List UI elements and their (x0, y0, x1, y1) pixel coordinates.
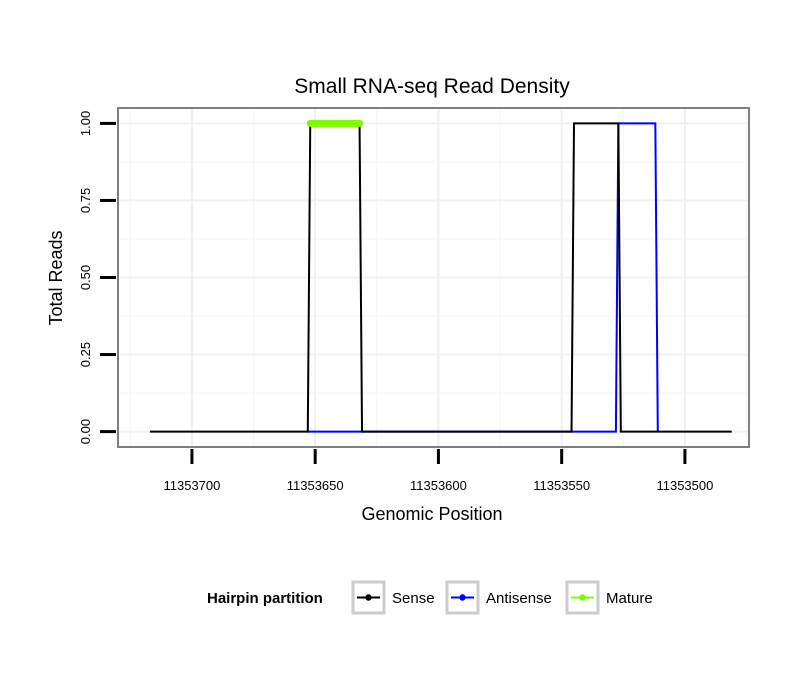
legend-label-mature: Mature (606, 590, 653, 607)
x-tick-label: 11353600 (410, 478, 467, 493)
y-tick-label: 0.75 (78, 188, 93, 213)
legend-title: Hairpin partition (207, 590, 323, 607)
y-tick-label: 1.00 (78, 111, 93, 136)
x-tick-label: 11353550 (533, 478, 590, 493)
x-axis-title: Genomic Position (361, 504, 502, 524)
y-tick-label: 0.25 (78, 342, 93, 367)
chart-title: Small RNA-seq Read Density (294, 75, 570, 98)
plot-panel-border (117, 107, 750, 448)
legend-label-antisense: Antisense (486, 590, 552, 607)
y-tick-label: 0.50 (78, 265, 93, 290)
x-axis: 11353700 11353650 11353600 11353550 11353500 (164, 449, 713, 493)
x-tick-label: 11353650 (287, 478, 344, 493)
legend: Hairpin partition Sense Antisense Mature (207, 580, 653, 615)
x-tick-label: 11353700 (164, 478, 221, 493)
legend-key-point (459, 594, 466, 601)
x-tick-label: 11353500 (656, 478, 713, 493)
y-tick-label: 0.00 (78, 419, 93, 444)
legend-key-point (365, 594, 372, 601)
legend-label-sense: Sense (392, 590, 435, 607)
series-lines (150, 119, 732, 433)
series-line-sense (150, 122, 732, 433)
y-axis: 0.00 0.25 0.50 0.75 1.00 (78, 111, 116, 444)
y-axis-title: Total Reads (46, 230, 66, 325)
legend-key-point (579, 594, 586, 601)
